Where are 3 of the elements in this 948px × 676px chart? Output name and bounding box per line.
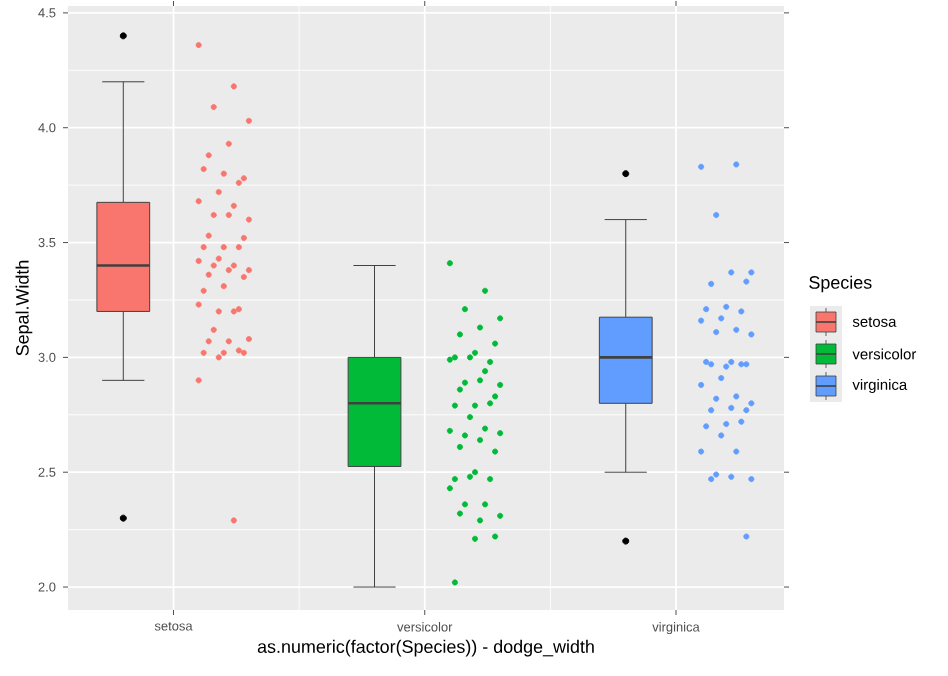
y-axis-title: Sepal.Width	[15, 260, 33, 356]
legend-title: Species	[809, 275, 872, 293]
x-axis-title: as.numeric(factor(Species)) - dodge_width	[257, 639, 594, 657]
